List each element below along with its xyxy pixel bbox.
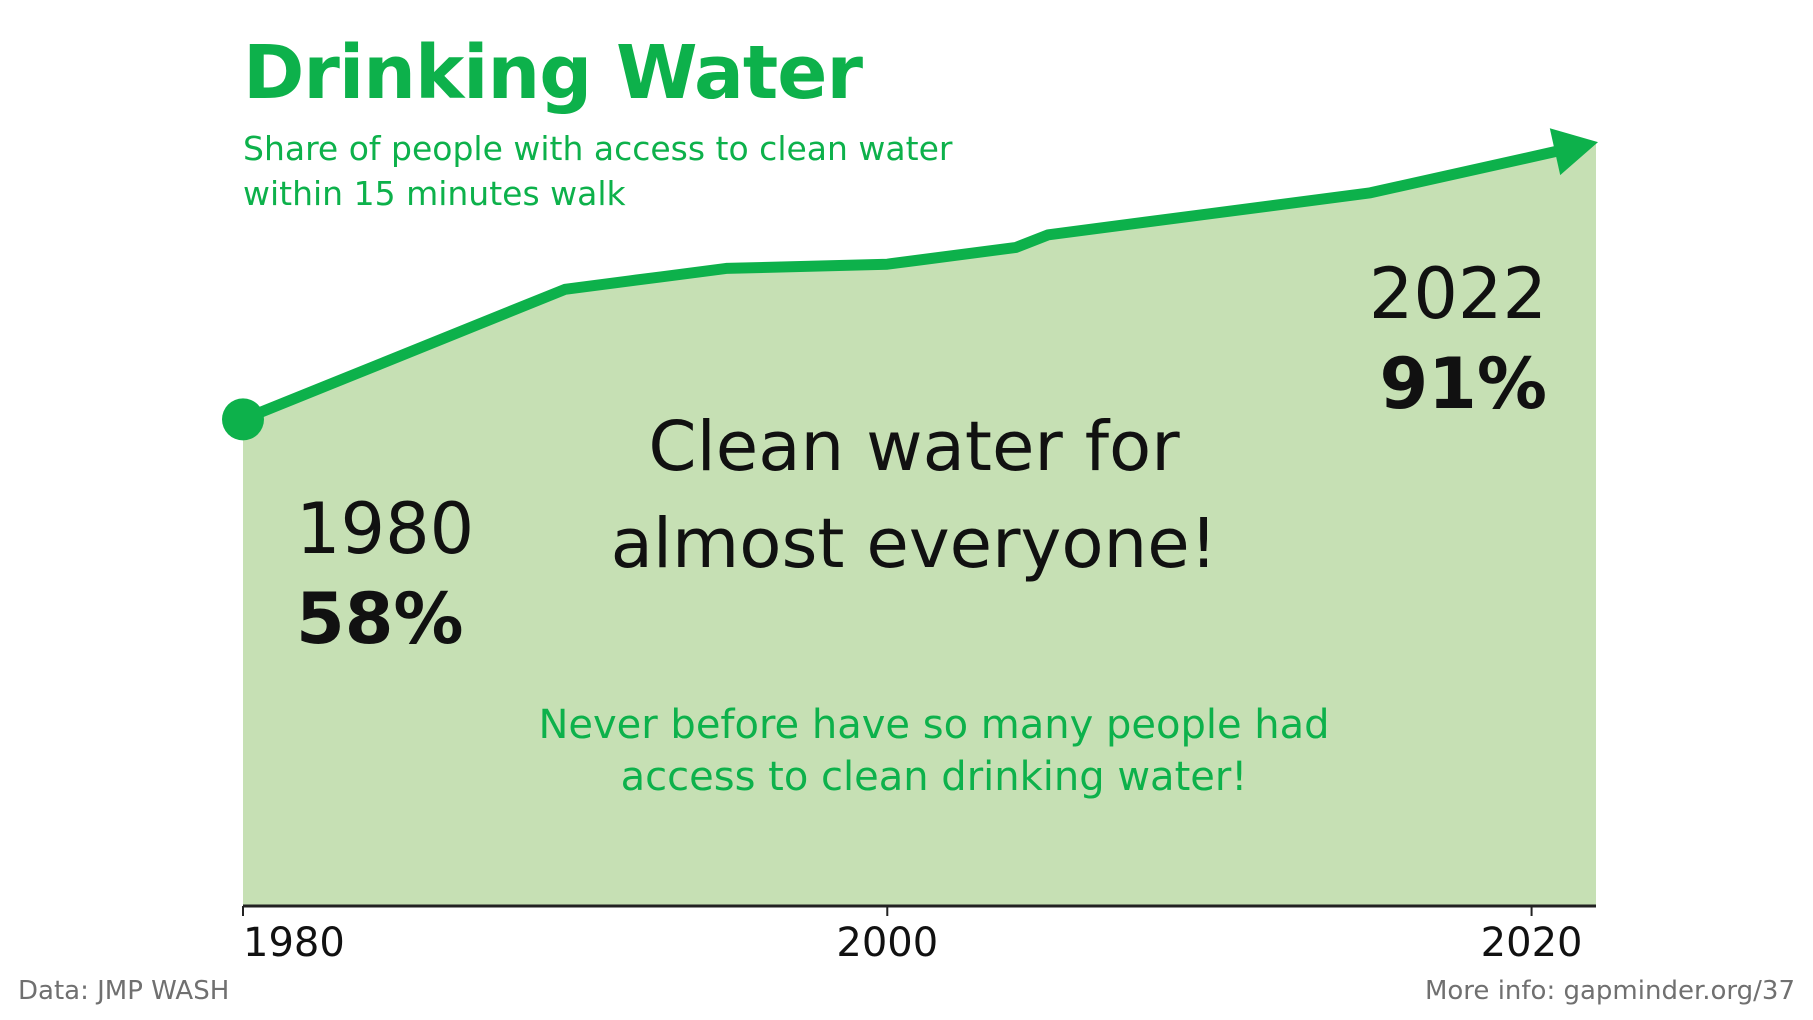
series-line [237,145,1565,425]
start-value-label: 58% [296,578,464,660]
chart-title: Drinking Water [243,30,863,116]
note-line-1: Never before have so many people had [538,702,1329,748]
x-tick-label: 2000 [836,920,938,966]
chart-subtitle: Share of people with access to clean wat… [243,129,953,213]
more-info-link[interactable]: More info: gapminder.org/37 [1424,976,1795,1006]
headline-line-2: almost everyone! [611,504,1218,584]
end-value-label: 91% [1379,343,1547,425]
note-line-2: access to clean drinking water! [621,754,1248,800]
area-fill [243,142,1596,906]
arrow-head-icon [1549,128,1598,176]
x-tick-label: 1980 [243,920,345,966]
start-point-marker [222,398,264,441]
x-tick-label: 2020 [1481,920,1583,966]
start-year-label: 1980 [296,488,474,570]
end-year-label: 2022 [1369,253,1547,335]
headline-line-1: Clean water for [648,407,1180,487]
x-axis-ticks: 1980 2000 2020 [242,906,1583,966]
data-source: Data: JMP WASH [18,976,230,1006]
